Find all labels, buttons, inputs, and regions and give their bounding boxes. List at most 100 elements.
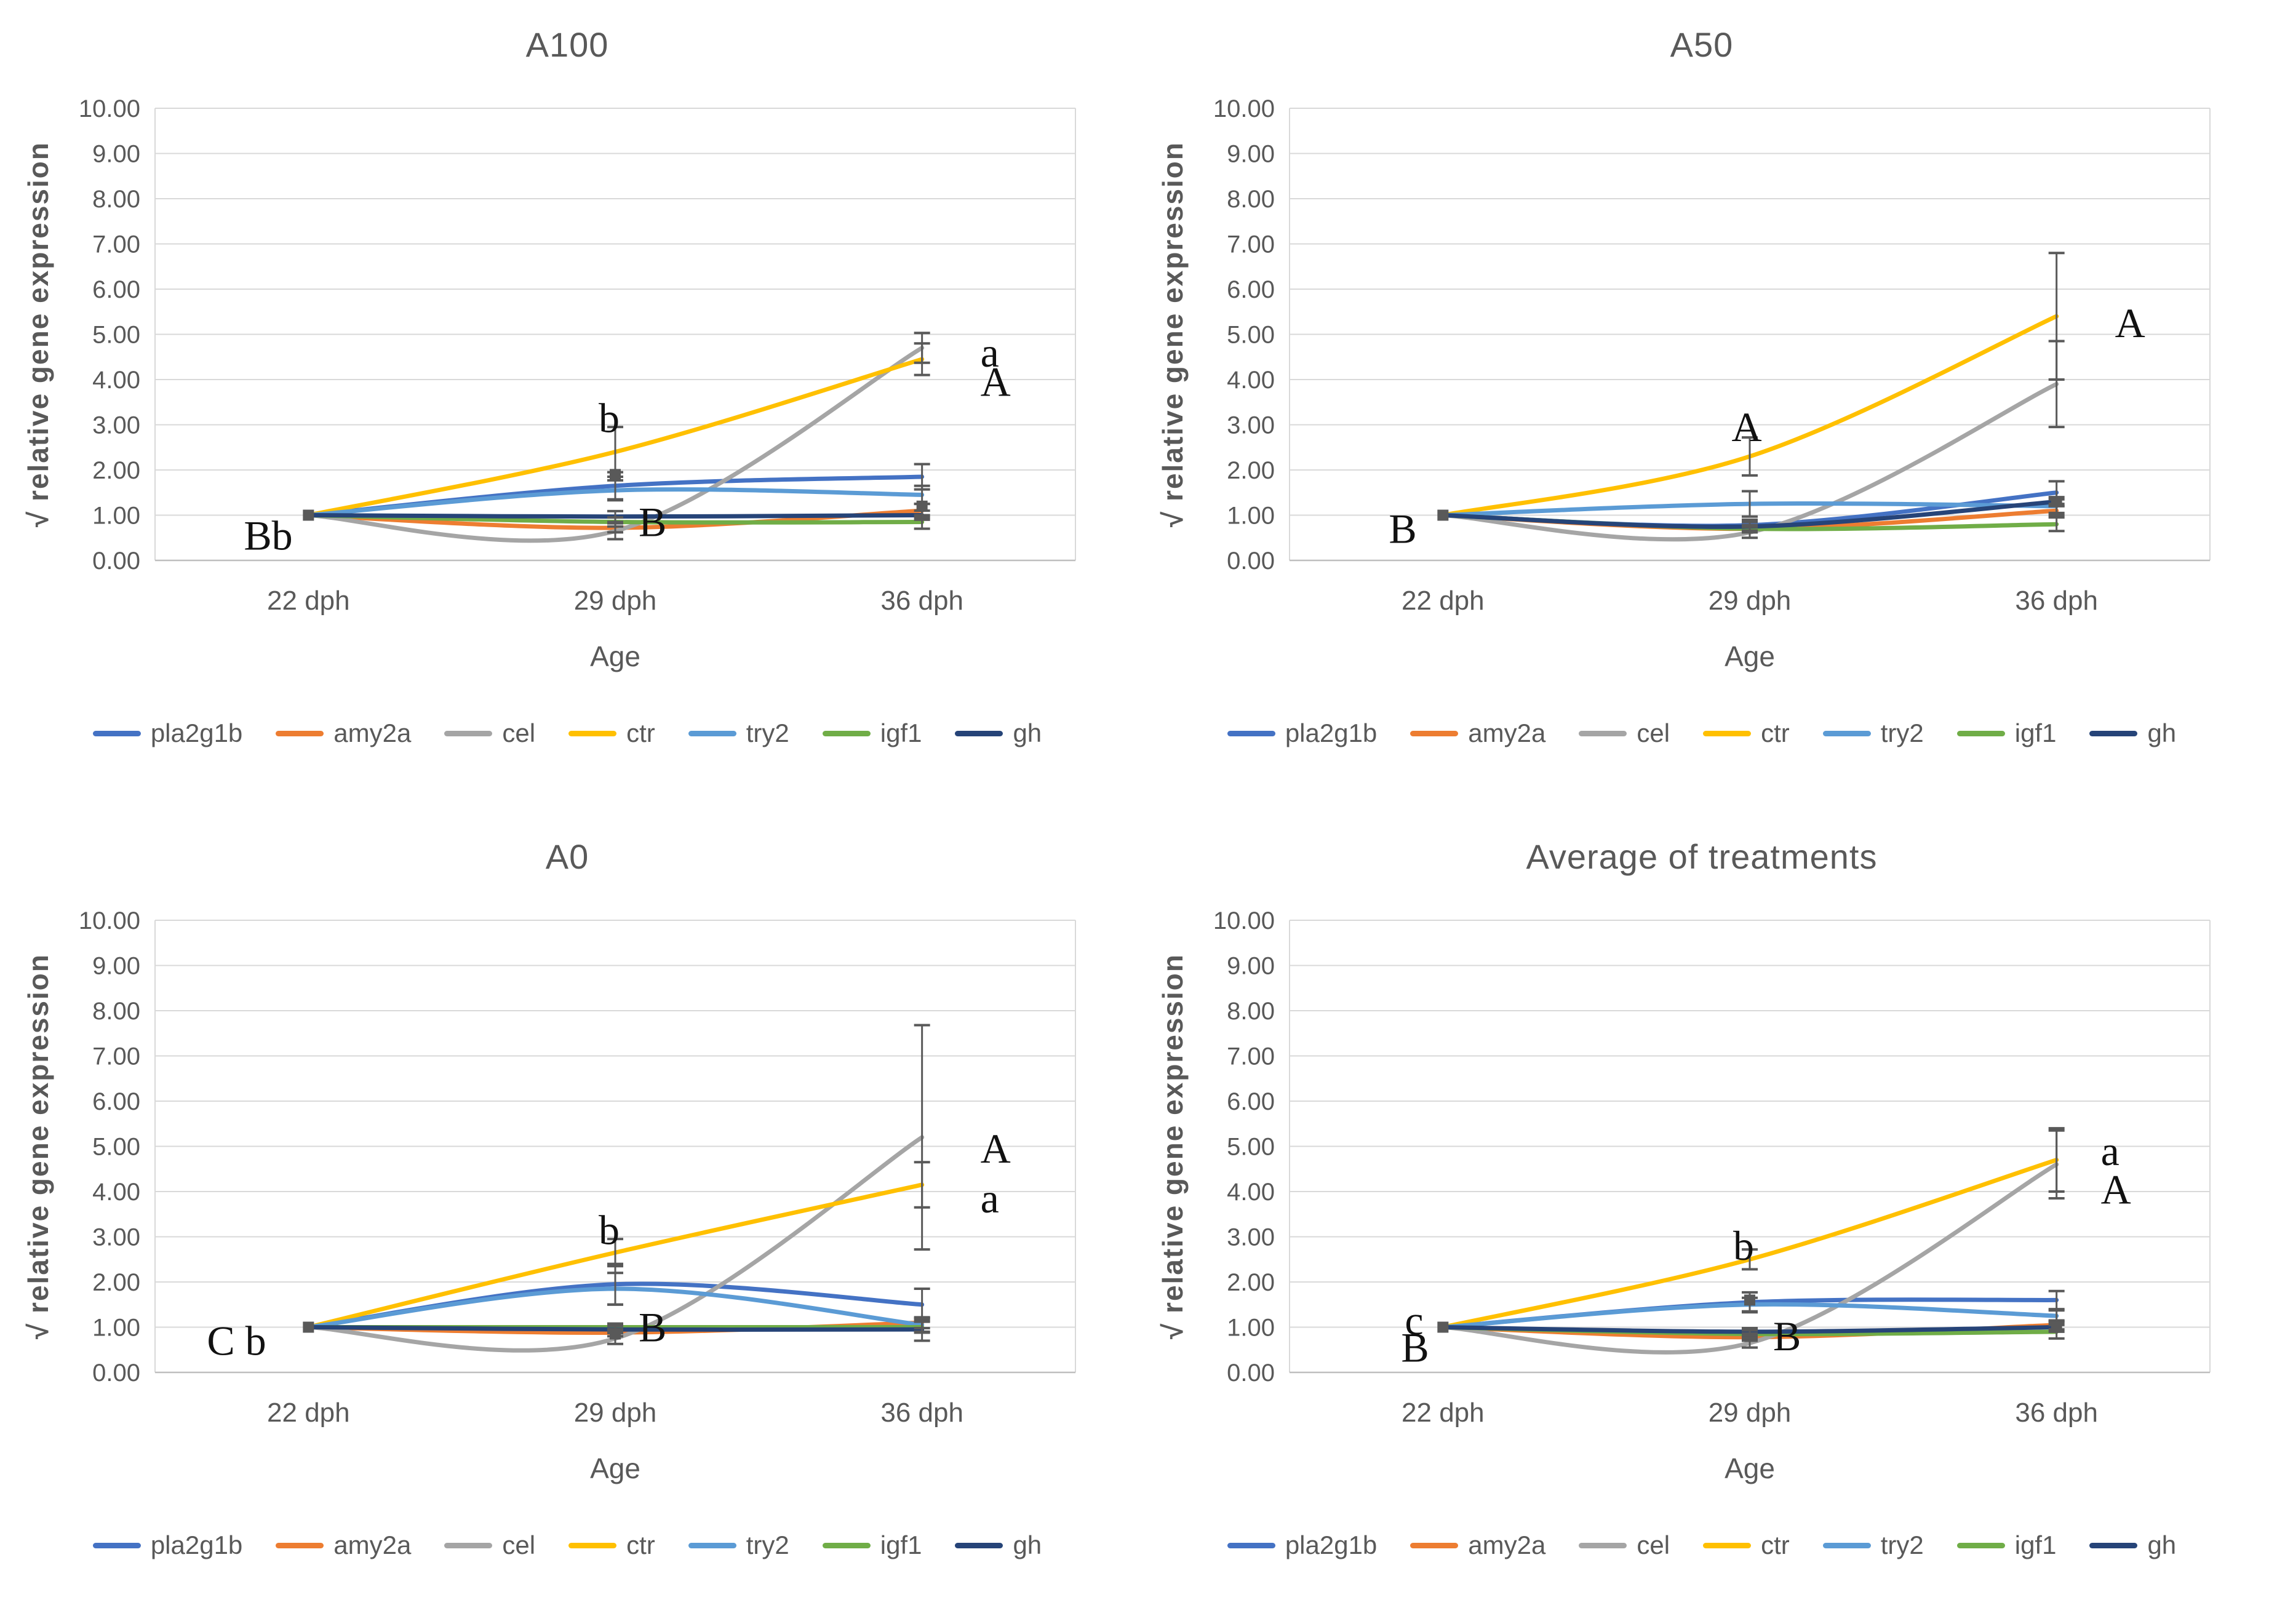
y-axis-tick-label: 3.00 [1227, 412, 1275, 439]
legend-line-icon [568, 1542, 617, 1548]
x-axis-tick-label: 36 dph [880, 586, 963, 616]
legend-label: pla2g1b [1285, 1530, 1378, 1559]
legend-line-icon [1956, 730, 2005, 736]
legend-line-icon [822, 730, 871, 736]
panel-a100: A100 0.00 1.00 2.00 3.00 4.00 5.00 6.00 7.00 8.0… [0, 0, 1134, 812]
legend-label: igf1 [880, 718, 922, 747]
y-axis-tick-label: 6.00 [92, 276, 140, 303]
y-axis-tick-label: 3.00 [92, 1224, 140, 1251]
chart-svg-a0: 0.00 1.00 2.00 3.00 4.00 5.00 6.00 7.00 8.00 9.00… [22, 907, 1076, 1484]
x-axis-tick-label: 22 dph [267, 1398, 350, 1428]
y-axis-title: √ relative gene expression [22, 141, 54, 527]
legend-line-icon [1703, 1542, 1752, 1548]
y-axis-tick-label: 5.00 [92, 322, 140, 349]
data-marker [610, 469, 621, 480]
y-axis-tick-label: 9.00 [1227, 953, 1275, 980]
legend-label: ctr [1761, 1530, 1790, 1559]
y-axis-tick-label: 0.00 [1227, 547, 1275, 575]
annotation-letter: A [2115, 300, 2145, 346]
y-axis-tick-label: 8.00 [92, 186, 140, 213]
legend-line-icon [1227, 1542, 1275, 1548]
annotation-letter: a [2101, 1128, 2119, 1174]
y-axis-tick-label: 5.00 [92, 1134, 140, 1161]
legend-line-icon [92, 730, 141, 736]
x-axis-tick-label: 29 dph [574, 586, 657, 616]
legend-label: cel [502, 718, 536, 747]
y-axis-tick-label: 4.00 [92, 1179, 140, 1206]
legend-label: pla2g1b [150, 718, 243, 747]
x-axis-tick-label: 29 dph [1709, 586, 1792, 616]
x-axis-tick-label: 29 dph [574, 1398, 657, 1428]
legend-item-pla2g1b: pla2g1b [1227, 718, 1377, 748]
annotation-letter: b [599, 394, 620, 441]
y-axis-tick-label: 2.00 [1227, 1269, 1275, 1296]
legend-line-icon [1822, 1542, 1871, 1548]
y-axis-tick-label: 1.00 [92, 503, 140, 530]
page-title: Average of treatments [1526, 837, 1878, 876]
legend-label: gh [2147, 718, 2177, 747]
legend-item-gh: gh [955, 718, 1042, 748]
legend-line-icon [1956, 1542, 2005, 1548]
legend-label: pla2g1b [1285, 718, 1378, 747]
x-axis-tick-label: 36 dph [2015, 586, 2098, 616]
legend-label: pla2g1b [150, 1530, 243, 1559]
legend-label: igf1 [2014, 718, 2057, 747]
panel-average: Average of treatments 0.00 1.00 2.00 3.00 4.… [1134, 812, 2269, 1624]
legend-item-try2: try2 [1822, 1530, 1924, 1560]
x-axis-tick-label: 36 dph [2015, 1398, 2098, 1428]
legend-item-cel: cel [444, 1530, 535, 1560]
y-axis-tick-label: 7.00 [1227, 1043, 1275, 1070]
y-axis-tick-label: 7.00 [92, 231, 140, 258]
legend-item-try2: try2 [688, 718, 789, 748]
legend-label: ctr [626, 1530, 655, 1559]
x-axis-tick-label: 22 dph [1402, 586, 1485, 616]
y-axis-title: √ relative gene expression [22, 953, 54, 1339]
annotation-letter: A [1731, 404, 1761, 450]
legend-label: ctr [1761, 718, 1790, 747]
annotation-letter: B [639, 499, 666, 546]
legend-line-icon [1822, 730, 1871, 736]
legend-line-icon [688, 1542, 736, 1548]
legend-item-try2: try2 [1822, 718, 1924, 748]
legend-line-icon [2089, 730, 2138, 736]
legend-line-icon [444, 1542, 493, 1548]
page-title: A100 [525, 25, 609, 64]
annotation-letter: A [2101, 1166, 2131, 1212]
legend-line-icon [2089, 1542, 2138, 1548]
y-axis-tick-label: 6.00 [1227, 276, 1275, 303]
legend-line-icon [568, 730, 617, 736]
annotation-letter: B [1401, 1324, 1429, 1371]
data-marker [303, 1321, 314, 1333]
x-axis-tick-label: 29 dph [1709, 1398, 1792, 1428]
annotation-letter: b [1733, 1222, 1754, 1269]
chart-legend: pla2g1b amy2a cel ctr try2 igf1 gh [0, 1530, 1134, 1560]
legend-item-pla2g1b: pla2g1b [92, 718, 243, 748]
annotation-letter: A [981, 1125, 1011, 1172]
legend-label: try2 [1880, 718, 1924, 747]
legend-line-icon [1410, 1542, 1459, 1548]
legend-item-ctr: ctr [568, 1530, 655, 1560]
data-marker [1744, 1294, 1755, 1306]
annotation-letter: c [1405, 1297, 1423, 1343]
y-axis-tick-label: 10.00 [1213, 95, 1275, 122]
annotation-letter: a [981, 1175, 999, 1222]
annotation-letter: A [981, 359, 1011, 405]
legend-label: cel [1637, 718, 1670, 747]
legend-item-cel: cel [1579, 1530, 1670, 1560]
y-axis-tick-label: 10.00 [1213, 907, 1275, 934]
chart-svg-a100: 0.00 1.00 2.00 3.00 4.00 5.00 6.00 7.00 8.00 9.00… [22, 95, 1076, 672]
legend-line-icon [92, 1542, 141, 1548]
legend-line-icon [688, 730, 736, 736]
y-axis-tick-label: 9.00 [92, 953, 140, 980]
legend-line-icon [955, 1542, 1003, 1548]
legend-label: try2 [746, 1530, 789, 1559]
y-axis-tick-label: 7.00 [92, 1043, 140, 1070]
legend-item-igf1: igf1 [1956, 718, 2057, 748]
panel-a0: A0 0.00 1.00 2.00 3.00 4.00 5.00 6.00 7.00 8.00 9… [0, 812, 1134, 1624]
legend-item-pla2g1b: pla2g1b [1227, 1530, 1377, 1560]
legend-label: ctr [626, 718, 655, 747]
legend-label: cel [502, 1530, 536, 1559]
legend-item-amy2a: amy2a [276, 718, 411, 748]
y-axis-tick-label: 4.00 [1227, 367, 1275, 394]
y-axis-title: √ relative gene expression [1157, 953, 1189, 1339]
